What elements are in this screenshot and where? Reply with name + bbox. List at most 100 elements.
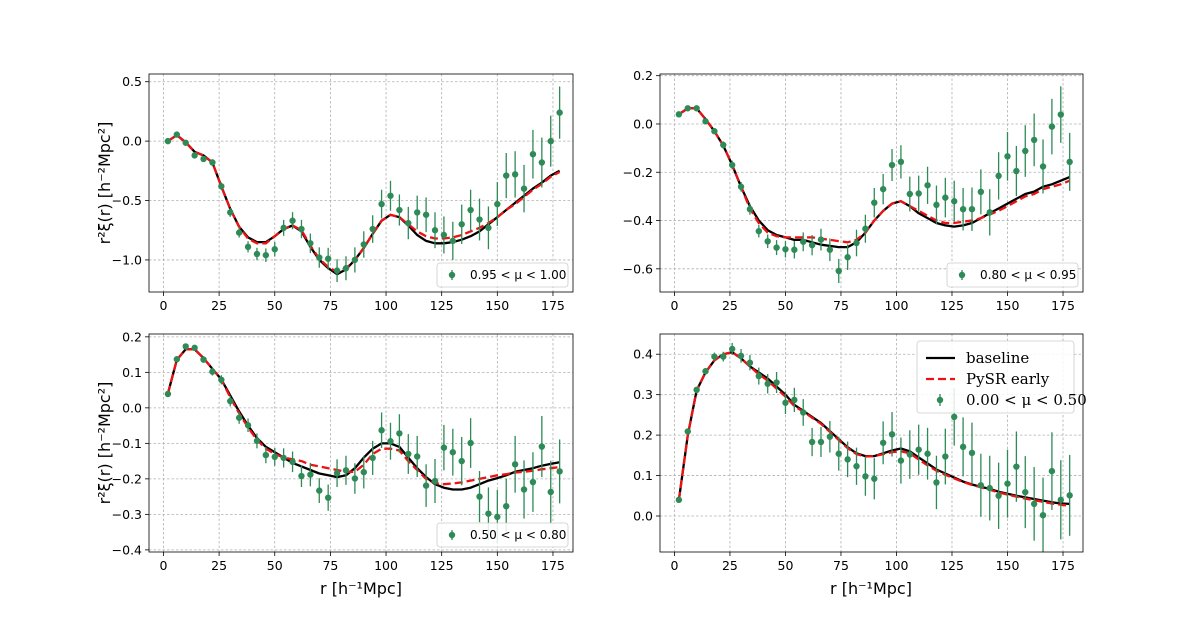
x-tick-label: 50 [267, 558, 283, 573]
legend-box [946, 262, 1079, 288]
data-point [378, 427, 385, 434]
x-tick-label: 100 [374, 558, 398, 573]
data-point [316, 487, 323, 494]
data-point [995, 172, 1002, 180]
data-point [360, 468, 367, 476]
data-point [817, 438, 825, 446]
data-point [405, 450, 412, 458]
data-point [924, 182, 931, 189]
data-point [897, 158, 905, 166]
x-tick-label: 25 [722, 558, 738, 573]
y-tick-label: 0.5 [122, 74, 142, 89]
x-tick-label: 50 [778, 298, 794, 313]
data-point [218, 183, 225, 190]
y-tick-label: −0.1 [112, 436, 142, 451]
plot-area [675, 86, 1073, 284]
legend-label-baseline: baseline [966, 349, 1029, 367]
data-point [684, 428, 691, 435]
data-point [494, 513, 501, 521]
data-point [888, 161, 896, 169]
data-point [333, 469, 341, 477]
legend-label-data: 0.50 < μ < 0.80 [470, 528, 566, 542]
data-point [702, 368, 709, 375]
data-point [262, 451, 270, 459]
data-point [191, 344, 198, 352]
data-point [737, 183, 745, 190]
xlabel: r [h⁻¹Mpc] [320, 579, 402, 598]
data-point [1039, 163, 1047, 170]
data-point [782, 246, 789, 253]
xlabel: r [h⁻¹Mpc] [830, 579, 912, 598]
y-tick-label: 0.0 [122, 400, 142, 415]
data-point [342, 467, 350, 474]
data-point [1057, 111, 1064, 118]
data-point [538, 159, 546, 166]
data-point [711, 128, 718, 135]
data-point [538, 443, 546, 450]
pysr-early-line [166, 348, 560, 486]
x-tick-label: 100 [374, 298, 398, 313]
x-tick-label: 150 [485, 558, 509, 573]
data-point [755, 372, 763, 380]
data-point [684, 105, 691, 112]
data-point [262, 251, 270, 259]
x-tick-label: 50 [778, 558, 794, 573]
data-point [485, 224, 492, 232]
data-point [173, 131, 181, 138]
legend: 0.95 < μ < 1.00 [436, 262, 569, 288]
data-point [271, 453, 278, 461]
data-point [476, 216, 483, 223]
y-tick-label: −0.6 [623, 261, 653, 276]
data-point [764, 380, 771, 387]
data-point [173, 356, 181, 363]
legend-label-data: 0.00 < μ < 0.50 [966, 391, 1087, 409]
x-tick-label: 25 [211, 558, 227, 573]
axes-frame [659, 333, 1084, 553]
data-point [888, 431, 896, 438]
data-point [253, 250, 261, 258]
legend-box [916, 340, 1075, 414]
y-tick-label: 0.0 [633, 116, 653, 131]
axes-frame [148, 333, 574, 553]
data-point [547, 137, 554, 145]
data-point [164, 390, 172, 398]
data-point [977, 482, 985, 489]
data-point [405, 219, 412, 227]
data-point [503, 172, 510, 179]
data-point [737, 352, 745, 360]
data-point [906, 190, 914, 198]
data-point [413, 209, 421, 216]
data-point [1022, 147, 1029, 155]
data-point [520, 185, 528, 192]
x-tick-label: 125 [430, 558, 454, 573]
data-point [675, 496, 683, 504]
data-point [986, 209, 993, 216]
data-point [933, 479, 940, 486]
data-point [485, 510, 492, 517]
data-point [915, 446, 922, 453]
data-point [378, 200, 385, 208]
data-point [324, 255, 332, 262]
data-point [467, 206, 474, 214]
data-point [1030, 500, 1038, 508]
data-point [458, 221, 465, 228]
data-point [871, 475, 878, 482]
x-tick-label: 100 [885, 558, 909, 573]
data-point [853, 239, 860, 247]
data-point [906, 451, 914, 458]
data-point [227, 397, 234, 405]
axes-frame [659, 73, 1084, 293]
data-point [702, 118, 709, 125]
legend: 0.80 < μ < 0.95 [946, 262, 1079, 288]
pysr-early-line [677, 351, 1070, 508]
x-tick-label: 175 [541, 298, 565, 313]
data-point [529, 150, 537, 158]
x-tick-label: 175 [1051, 558, 1075, 573]
x-tick-label: 125 [940, 558, 964, 573]
data-point [298, 225, 305, 233]
data-point [791, 396, 798, 404]
data-point [1013, 167, 1020, 175]
y-tick-label: −0.2 [112, 471, 142, 486]
legend: 0.50 < μ < 0.80 [436, 522, 569, 548]
data-point [307, 240, 314, 247]
